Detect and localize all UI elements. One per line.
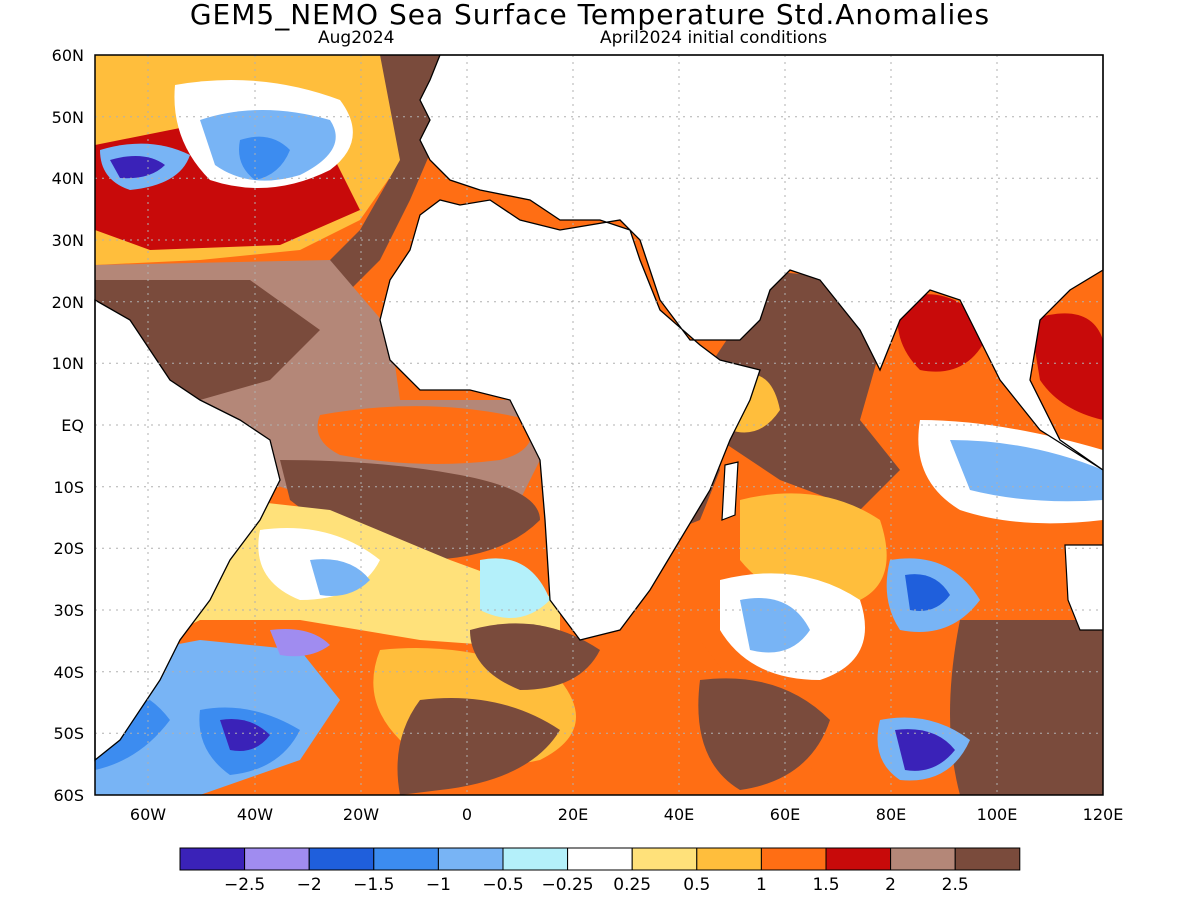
anomaly-region — [280, 460, 540, 560]
colorbar-label: 1.5 — [812, 875, 839, 895]
colorbar-label: 1 — [756, 875, 767, 895]
colorbar-swatch — [567, 847, 633, 871]
lat-label: 40S — [53, 663, 84, 682]
lon-label: 60E — [770, 805, 800, 824]
initial-conditions-label: April2024 initial conditions — [600, 28, 828, 48]
lat-label: 50S — [53, 724, 84, 743]
lat-label: 60S — [53, 786, 84, 805]
africa-eurasia-landmass — [379, 54, 1104, 641]
colorbar-swatch — [890, 847, 956, 871]
anomaly-region — [698, 678, 830, 790]
colorbar-label: −1 — [426, 875, 451, 895]
map-frame — [94, 54, 1104, 796]
lon-axis: 60W 40W 20W 0 20E 40E 60E 80E 100E 120E — [130, 805, 1123, 824]
lat-label: 40N — [52, 169, 84, 188]
lat-label: EQ — [61, 416, 84, 435]
anomaly-region — [110, 156, 165, 179]
colorbar-label: 2.5 — [942, 875, 969, 895]
colorbar-swatch — [696, 847, 762, 871]
colorbar-swatch — [373, 847, 439, 871]
anomaly-region — [895, 729, 955, 771]
anomaly-region — [239, 136, 290, 180]
lon-label: 120E — [1083, 805, 1124, 824]
anomaly-region — [397, 698, 560, 795]
lon-label: 60W — [130, 805, 166, 824]
colorbar-label: 0.5 — [683, 875, 710, 895]
lat-label: 20S — [53, 539, 84, 558]
anomaly-region — [1030, 313, 1103, 420]
lon-label: 20W — [343, 805, 379, 824]
colorbar-swatch — [308, 847, 375, 871]
lon-label: 20E — [558, 805, 588, 824]
lat-label: 60N — [52, 46, 84, 65]
colorbar-label: −0.25 — [542, 875, 594, 895]
anomaly-region — [740, 598, 810, 653]
anomaly-region — [480, 558, 550, 618]
anomaly-region — [317, 406, 532, 464]
colorbar-label: 0.25 — [613, 875, 651, 895]
lat-label: 10S — [53, 478, 84, 497]
colorbar-label: 2 — [885, 875, 896, 895]
colorbar: −2.5 −2 −1.5 −1 −0.5 −0.25 0.25 0.5 1 1.5 2 2.5 — [179, 847, 1021, 895]
colorbar-label: −2.5 — [224, 875, 265, 895]
australia-landmass — [1064, 544, 1104, 631]
lat-label: 50N — [52, 108, 84, 127]
south-america-landmass — [94, 298, 281, 762]
colorbar-swatch — [825, 847, 892, 871]
lat-label: 10N — [52, 354, 84, 373]
colorbar-swatch — [179, 847, 246, 871]
colorbar-swatch — [760, 847, 827, 871]
anomaly-region — [905, 574, 950, 611]
lat-axis: 60N 50N 40N 30N 20N 10N EQ 10S 20S 30S 4… — [52, 46, 84, 805]
lon-label: 40W — [237, 805, 273, 824]
colorbar-swatch — [502, 847, 569, 871]
colorbar-swatch — [631, 847, 698, 871]
lat-label: 30N — [52, 231, 84, 250]
anomaly-region — [270, 629, 330, 657]
colorbar-swatch — [954, 847, 1021, 871]
anomaly-region — [950, 440, 1103, 502]
lon-label: 100E — [977, 805, 1018, 824]
anomaly-region — [950, 620, 1103, 795]
lon-label: 40E — [664, 805, 694, 824]
forecast-month: Aug2024 — [318, 28, 395, 48]
colorbar-label: −1.5 — [353, 875, 394, 895]
map-title: GEM5_NEMO Sea Surface Temperature Std.An… — [189, 0, 991, 31]
graticule — [95, 55, 1103, 795]
madagascar-landmass — [721, 461, 739, 521]
lat-label: 20N — [52, 293, 84, 312]
colorbar-label: −2 — [297, 875, 322, 895]
lon-label: 80E — [876, 805, 906, 824]
anomaly-region — [310, 559, 370, 596]
colorbar-swatch — [437, 847, 504, 871]
colorbar-label: −0.5 — [482, 875, 523, 895]
colorbar-swatch — [244, 847, 310, 871]
land-masses — [94, 54, 1104, 762]
anomaly-region — [220, 719, 270, 751]
lat-label: 30S — [53, 601, 84, 620]
lon-label: 0 — [462, 805, 472, 824]
anomaly-region — [470, 623, 600, 690]
